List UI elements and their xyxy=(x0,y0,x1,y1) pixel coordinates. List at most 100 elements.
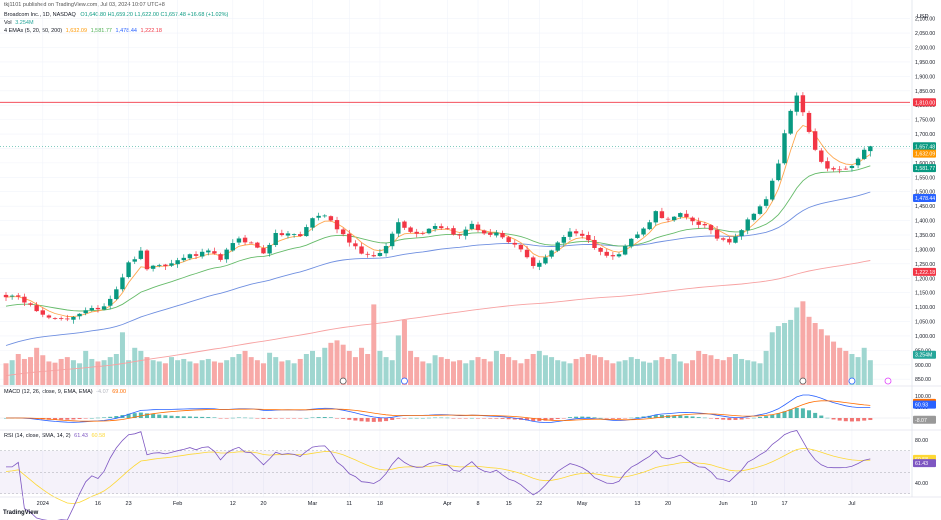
macd-histogram-bar xyxy=(83,418,88,419)
macd-histogram-bar xyxy=(316,417,321,418)
candle-body xyxy=(298,234,303,237)
candle-body xyxy=(193,254,199,256)
macd-histogram-bar xyxy=(592,417,597,418)
signal-line xyxy=(6,400,871,422)
volume-bar xyxy=(585,354,591,385)
volume-bar xyxy=(843,350,849,385)
macd-histogram-bar xyxy=(463,418,468,419)
macd-histogram-bar xyxy=(132,413,137,418)
price-tick-label: 1,900.00 xyxy=(915,74,935,80)
candle-body xyxy=(3,294,9,298)
macd-histogram-bar xyxy=(396,418,401,419)
macd-histogram-bar xyxy=(445,417,450,419)
candle-body xyxy=(236,238,242,243)
candle-body xyxy=(855,158,861,166)
candle-body xyxy=(831,168,836,170)
price-tick-label: 1,350.00 xyxy=(915,233,935,239)
candle-body xyxy=(291,234,297,235)
candle-body xyxy=(328,216,334,221)
volume-bar xyxy=(475,357,481,385)
rsi-label-bg xyxy=(913,459,936,468)
volume-bar xyxy=(524,358,530,385)
volume-bar xyxy=(352,357,358,385)
macd-histogram-bar xyxy=(77,418,82,420)
rsi-legend-v1: 61.43 xyxy=(74,433,88,439)
volume-bar xyxy=(156,361,162,385)
candle-body xyxy=(475,224,481,231)
ema200-value: 1,222.18 xyxy=(140,28,162,34)
candle-body xyxy=(598,247,603,252)
date-tick-label: 8 xyxy=(476,501,479,507)
macd-histogram-bar xyxy=(371,418,376,422)
ema20-line xyxy=(5,165,871,312)
macd-histogram-bar xyxy=(298,418,303,419)
macd-line xyxy=(5,394,871,423)
macd-histogram-bar xyxy=(837,418,842,421)
price-label: 3.254M xyxy=(915,353,932,359)
ema-legend: 4 EMAs (5, 20, 50, 200) 1,632.09 1,581.7… xyxy=(4,28,162,34)
date-tick-label: 2024 xyxy=(37,501,49,507)
volume-bar xyxy=(683,363,689,385)
ema5-line xyxy=(5,124,871,318)
price-label-bg xyxy=(913,164,936,173)
macd-histogram-bar xyxy=(586,416,591,418)
date-axis: 2024 16 23 Feb 12 20 Mar 11 18 Apr 8 15 22 May 13 20 Jun… xyxy=(0,496,941,507)
macd-histogram-bar xyxy=(764,416,769,418)
macd-histogram-bar xyxy=(89,417,94,419)
rsi-tick-label: 40.00 xyxy=(915,481,928,487)
price-label: 1,581.77 xyxy=(915,166,935,172)
rsi-label: 61.43 xyxy=(915,461,928,467)
candle-body xyxy=(426,228,432,234)
volume-bar xyxy=(248,357,254,385)
candle-body xyxy=(267,244,272,254)
candle-body xyxy=(322,215,327,217)
price-label: 1,657.48 xyxy=(915,144,935,150)
macd-legend-v1: -4.07 xyxy=(96,389,109,395)
macd-histogram-bar xyxy=(439,417,444,419)
candle-body xyxy=(439,226,444,229)
macd-histogram-bar xyxy=(807,410,812,418)
macd-histogram-bar xyxy=(187,416,192,418)
candle-body xyxy=(812,131,818,150)
volume-bar xyxy=(769,332,775,385)
candle-body xyxy=(396,222,401,234)
volume-value: 3.254M xyxy=(15,20,34,26)
candle-body xyxy=(573,231,579,234)
candle-body xyxy=(586,235,591,241)
macd-histogram-bar xyxy=(206,417,211,418)
volume-bar xyxy=(610,363,616,385)
price-labels: 1,810.00 1,657.48 1,632.09 1,581.77 1,478.44… xyxy=(913,98,936,468)
macd-histogram-bar xyxy=(849,418,854,422)
candle-body xyxy=(120,277,125,290)
macd-histogram-bar xyxy=(862,418,867,421)
macd-histogram-bar xyxy=(236,417,241,419)
macd-histogram-bar xyxy=(623,418,628,419)
candle-body xyxy=(776,163,781,181)
price-tick-label: 2,000.00 xyxy=(915,46,935,52)
macd-histogram-bar xyxy=(243,417,248,419)
candle-body xyxy=(65,318,70,320)
volume-bar xyxy=(536,350,542,385)
volume-bar xyxy=(849,354,855,385)
volume-bar xyxy=(150,360,156,385)
macd-histogram-bar xyxy=(359,418,364,422)
macd-histogram-bar xyxy=(580,416,585,418)
candle-body xyxy=(500,233,505,238)
candle-body xyxy=(71,317,76,320)
volume-bar xyxy=(334,340,340,385)
candle-body xyxy=(537,262,542,267)
candle-body xyxy=(800,95,806,113)
candle-body xyxy=(9,295,15,297)
candle-body xyxy=(445,228,450,230)
candle-body xyxy=(144,250,150,270)
candle-body xyxy=(610,255,616,257)
macd-histogram-bar xyxy=(549,418,554,420)
macd-histogram-bar xyxy=(175,416,180,418)
volume-bar xyxy=(371,304,377,385)
price-tick-label: 1,700.00 xyxy=(915,132,935,138)
volume-legend: Vol 3.254M xyxy=(4,20,34,26)
macd-histogram-bar xyxy=(745,418,750,419)
volume-bar xyxy=(444,358,450,385)
macd-histogram-bar xyxy=(715,418,720,420)
